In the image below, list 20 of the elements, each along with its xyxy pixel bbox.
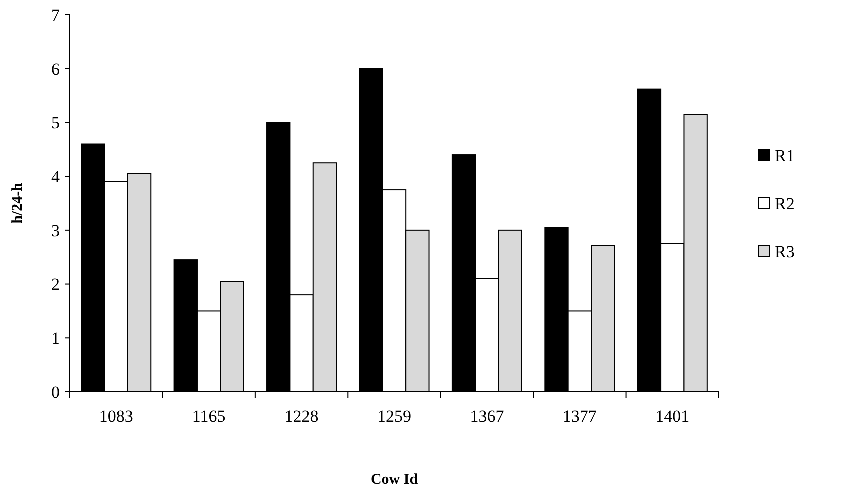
y-tick-label: 6 [52,60,60,79]
y-tick-label: 2 [52,275,60,294]
x-tick-label: 1377 [562,407,598,426]
x-tick-label: 1165 [192,407,226,426]
y-tick-label: 4 [52,168,60,187]
x-tick-label: 1259 [378,407,412,426]
y-tick-label: 3 [52,221,60,240]
x-tick-label: 1367 [470,407,505,426]
y-tick-label: 1 [52,329,60,348]
x-axis-title: Cow Id [370,472,419,488]
legend-label: R3 [775,242,795,262]
legend-label: R2 [775,194,795,214]
y-tick-label: 0 [52,382,60,402]
x-tick-label: 1228 [284,407,319,426]
x-tick-label: 1083 [99,407,134,426]
y-tick-label: 5 [52,114,60,133]
legend-label: R1 [775,146,795,166]
y-tick-label: 7 [52,6,60,25]
x-tick-label: 1401 [656,407,690,426]
y-axis-title: h/24-h [10,182,26,224]
